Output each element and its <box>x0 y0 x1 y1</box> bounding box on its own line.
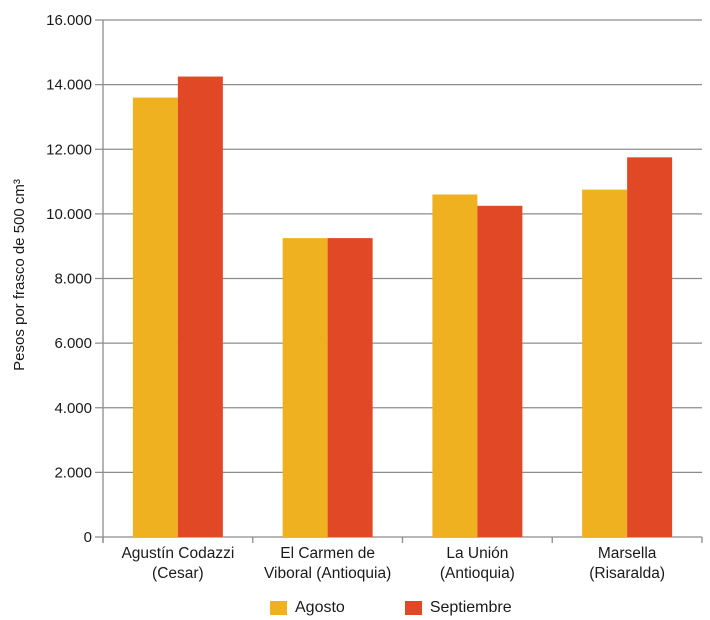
category-label: Marsella (Risaralda) <box>589 545 665 582</box>
legend: Agosto Septiembre <box>270 599 512 617</box>
y-tick-label: 0 <box>84 529 92 546</box>
bar-agosto <box>432 194 478 538</box>
legend-item-septiembre: Septiembre <box>404 599 512 617</box>
bar-chart: 0 2.000 4.000 6.000 8.000 10.000 12.000 14.000 1… <box>11 12 703 582</box>
y-tick-label: 6.000 <box>54 335 92 352</box>
y-tick-label: 10.000 <box>46 206 92 223</box>
category-label: El Carmen de Viboral (Antioquia) <box>264 545 391 582</box>
y-tick-labels: 0 2.000 4.000 6.000 8.000 10.000 12.000 14.000 1… <box>46 12 92 546</box>
legend-label-agosto: Agosto <box>295 599 345 616</box>
y-axis-title: Pesos por frasco de 500 cm³ <box>11 179 28 371</box>
bar-septiembre <box>477 205 523 537</box>
y-tick-label: 12.000 <box>46 141 92 158</box>
category-label: La Unión (Antioquia) <box>440 545 515 582</box>
bars <box>132 76 673 538</box>
bar-agosto <box>582 189 628 537</box>
bar-septiembre <box>177 76 223 537</box>
bar-agosto <box>282 238 328 537</box>
y-tick-label: 4.000 <box>54 400 92 417</box>
y-tick-label: 2.000 <box>54 464 92 481</box>
bar-septiembre <box>327 238 373 537</box>
y-tick-label: 16.000 <box>46 12 92 29</box>
y-tick-label: 14.000 <box>46 77 92 94</box>
y-tick-label: 8.000 <box>54 271 92 288</box>
legend-swatch-agosto <box>270 601 287 615</box>
bar-septiembre <box>627 157 673 537</box>
legend-item-agosto: Agosto <box>270 599 345 617</box>
bar-agosto <box>132 97 178 538</box>
category-label: Agustín Codazzi (Cesar) <box>121 545 234 582</box>
category-labels: Agustín Codazzi (Cesar) El Carmen de Vibora… <box>121 545 665 582</box>
legend-swatch-septiembre <box>404 601 422 615</box>
legend-label-septiembre: Septiembre <box>429 599 512 616</box>
